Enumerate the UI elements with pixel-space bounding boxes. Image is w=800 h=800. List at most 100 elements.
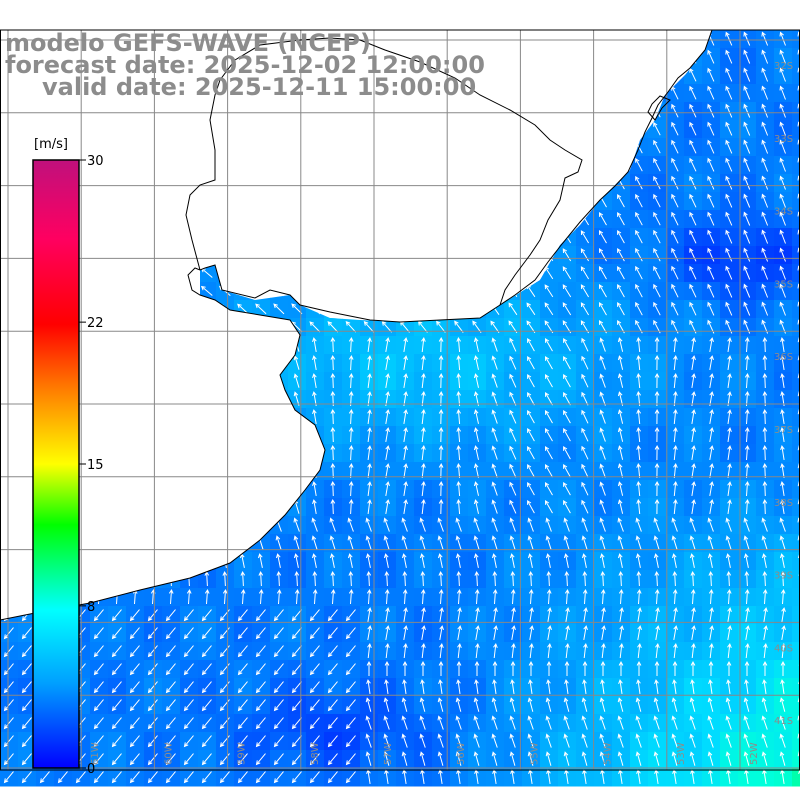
wind-arrow <box>654 372 660 389</box>
wind-arrow <box>132 426 138 443</box>
speed-cell <box>126 192 145 211</box>
latitude-label: 41S <box>774 716 793 727</box>
speed-cell <box>648 102 667 121</box>
wind-arrow <box>309 627 320 640</box>
wind-arrow <box>761 535 768 550</box>
wind-arrow <box>617 140 625 154</box>
speed-cell <box>522 264 541 283</box>
wind-arrow <box>744 588 750 605</box>
wind-arrow <box>527 482 535 496</box>
wind-arrow <box>401 751 408 766</box>
wind-arrow <box>347 517 354 532</box>
wind-arrow <box>24 588 30 605</box>
wind-arrow <box>636 462 642 479</box>
longitude-label: 57W <box>383 742 394 765</box>
wind-arrow <box>762 462 768 479</box>
speed-cell <box>486 264 505 283</box>
speed-cell <box>504 192 523 211</box>
wind-arrow <box>581 427 589 442</box>
wind-arrow <box>490 266 500 279</box>
wind-arrow <box>779 697 786 712</box>
wind-arrow <box>510 660 516 676</box>
speed-cell <box>234 408 253 427</box>
wind-arrow <box>97 427 102 442</box>
speed-cell <box>396 210 415 229</box>
wind-arrow <box>5 517 12 532</box>
wind-arrow <box>599 535 606 550</box>
longitude-label: 58W <box>310 742 321 765</box>
wind-arrow <box>221 535 228 550</box>
speed-cell <box>162 102 181 121</box>
wind-arrow <box>131 517 138 532</box>
wind-arrow <box>454 104 464 117</box>
wind-arrow <box>399 176 410 189</box>
speed-cell <box>90 336 109 355</box>
wind-arrow <box>309 753 320 766</box>
wind-arrow <box>237 627 248 640</box>
wind-arrow <box>709 409 714 424</box>
wind-arrow <box>689 175 697 190</box>
speed-cell <box>792 354 800 373</box>
speed-cell <box>126 228 145 247</box>
wind-arrow <box>490 248 500 261</box>
wind-arrow <box>600 679 605 694</box>
wind-arrow <box>6 480 11 497</box>
wind-arrow <box>150 427 155 442</box>
wind-arrow <box>348 426 354 443</box>
speed-cell <box>378 30 397 49</box>
wind-arrow <box>653 193 661 208</box>
wind-arrow <box>329 535 336 550</box>
wind-arrow <box>544 409 553 424</box>
speed-cell <box>666 48 685 67</box>
wind-arrow <box>255 195 267 207</box>
wind-arrow <box>761 553 767 568</box>
speed-cell <box>252 264 271 283</box>
wind-arrow <box>327 141 339 153</box>
speed-cell <box>162 390 181 409</box>
wind-arrow <box>293 391 300 406</box>
wind-arrow <box>20 196 34 206</box>
wind-arrow <box>709 427 714 442</box>
wind-arrow <box>563 338 571 352</box>
wind-arrow <box>526 50 536 64</box>
wind-arrow <box>636 354 642 371</box>
speed-cell <box>270 336 289 355</box>
wind-arrow <box>218 141 231 152</box>
speed-cell <box>252 390 271 409</box>
wind-arrow <box>509 517 516 532</box>
wind-arrow <box>779 139 786 154</box>
wind-arrow <box>439 625 444 640</box>
speed-cell <box>252 372 271 391</box>
speed-cell <box>90 372 109 391</box>
wind-arrow <box>544 104 554 118</box>
wind-arrow <box>24 426 30 442</box>
speed-cell <box>792 282 800 301</box>
speed-cell <box>0 84 19 103</box>
wind-arrow <box>727 409 732 424</box>
wind-arrow <box>309 267 321 279</box>
wind-arrow <box>601 607 606 622</box>
wind-arrow <box>653 517 660 532</box>
wind-arrow <box>473 337 479 352</box>
wind-arrow <box>291 663 302 676</box>
wind-arrow <box>363 267 374 279</box>
wind-arrow <box>128 268 141 278</box>
wind-arrow <box>218 177 231 188</box>
speed-cell <box>108 228 127 247</box>
speed-cell <box>270 192 289 211</box>
wind-arrow <box>182 105 195 116</box>
wind-arrow <box>565 607 570 622</box>
wind-arrow <box>546 588 552 605</box>
wind-arrow <box>164 321 177 332</box>
wind-arrow <box>599 733 606 748</box>
wind-arrow <box>164 267 177 278</box>
wind-arrow <box>544 445 553 460</box>
speed-cell <box>630 84 649 103</box>
wind-arrow <box>689 301 697 316</box>
wind-arrow <box>403 337 408 352</box>
speed-cell <box>306 444 325 463</box>
wind-arrow <box>367 607 372 622</box>
wind-arrow <box>111 771 122 784</box>
speed-cell <box>90 426 109 445</box>
wind-arrow <box>508 176 518 190</box>
